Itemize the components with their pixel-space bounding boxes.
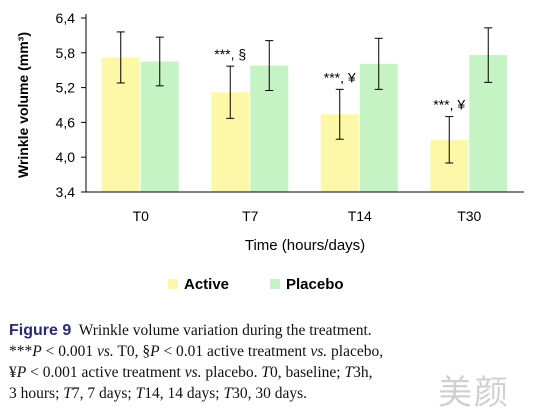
y-tick-label: 5,8 <box>56 45 76 61</box>
figure-label: Figure 9 <box>9 322 72 339</box>
caption-line-2: ***P < 0.001 vs. T0, §P < 0.01 active tr… <box>9 343 384 360</box>
caption-title: Wrinkle volume variation during the trea… <box>78 322 372 339</box>
significance-annotation: ***, ¥ <box>433 97 465 113</box>
legend-swatch-active <box>168 279 178 289</box>
caption-line-1: Figure 9 Wrinkle volume variation during… <box>9 320 529 341</box>
chart-area: 3,4 4,0 4,6 5,2 5,8 6,4 T0 T7 T14 T30 ***, § ***, ¥… <box>15 10 524 293</box>
legend-label-placebo: Placebo <box>286 276 344 293</box>
significance-annotation: ***, § <box>214 46 246 62</box>
x-tick-label: T7 <box>242 208 259 224</box>
y-axis-title: Wrinkle volume (mm³) <box>15 32 31 178</box>
y-tick-label: 3,4 <box>56 184 76 200</box>
significance-annotation: ***, ¥ <box>324 69 356 85</box>
y-tick-label: 4,6 <box>56 114 76 130</box>
caption-line-3: ¥P < 0.001 active treatment vs. placebo.… <box>9 364 373 381</box>
caption-line-4: 3 hours; T7, 7 days; T14, 14 days; T30, … <box>9 385 307 402</box>
legend-label-active: Active <box>184 276 229 293</box>
legend-swatch-placebo <box>270 279 280 289</box>
x-tick-label: T30 <box>457 208 481 224</box>
x-tick-label: T0 <box>133 208 150 224</box>
y-tick-label: 5,2 <box>56 80 76 96</box>
y-tick-label: 4,0 <box>56 149 76 165</box>
y-tick-label: 6,4 <box>56 10 76 26</box>
figure-caption: Figure 9 Wrinkle volume variation during… <box>9 320 529 404</box>
x-axis-title: Time (hours/days) <box>245 237 365 254</box>
watermark-logo: 美颜 <box>438 373 510 413</box>
bar-chart: 3,4 4,0 4,6 5,2 5,8 6,4 T0 T7 T14 T30 ***, § ***, ¥… <box>15 10 524 293</box>
x-tick-label: T14 <box>348 208 372 224</box>
